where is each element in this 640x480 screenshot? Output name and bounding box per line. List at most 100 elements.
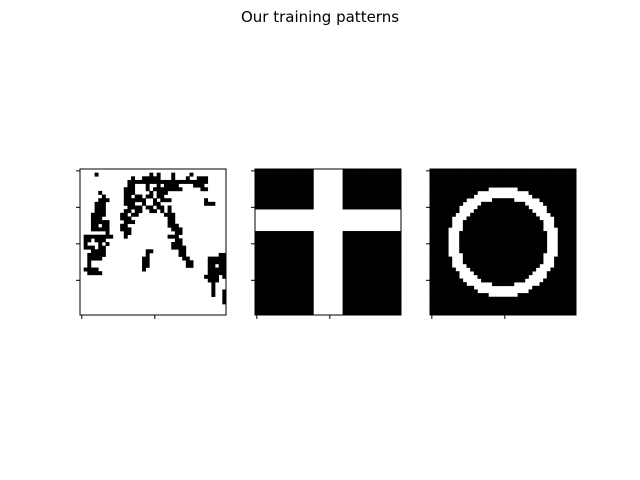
heatmap-cell: [94, 212, 99, 217]
heatmap-cell: [306, 296, 311, 301]
heatmap-cell: [360, 296, 365, 301]
heatmap-cell: [568, 187, 573, 192]
heatmap-cell: [298, 293, 303, 298]
heatmap-cell: [535, 169, 540, 173]
heatmap-cell: [375, 249, 380, 254]
heatmap-cell: [510, 205, 515, 210]
heatmap-cell: [255, 187, 259, 192]
heatmap-cell: [451, 300, 456, 305]
heatmap-cell: [167, 212, 172, 217]
heatmap-cell: [196, 176, 201, 181]
heatmap-cell: [284, 304, 289, 308]
heatmap-cell: [342, 278, 347, 283]
heatmap-cell: [178, 227, 183, 232]
heatmap-cell: [565, 190, 569, 195]
heatmap-cell: [309, 256, 314, 261]
heatmap-cell: [572, 209, 577, 214]
heatmap-cell: [269, 238, 274, 243]
heatmap-cell: [306, 187, 311, 192]
heatmap-cell: [437, 245, 442, 250]
heatmap-cell: [440, 220, 445, 225]
heatmap-cell: [521, 238, 526, 243]
heatmap-cell: [379, 198, 384, 203]
heatmap-cell: [535, 194, 540, 199]
heatmap-cell: [273, 311, 278, 316]
heatmap-cell: [462, 300, 467, 305]
heatmap-cell: [127, 179, 132, 184]
heatmap-cell: [101, 209, 106, 214]
heatmap-cell: [346, 267, 351, 272]
heatmap-cell: [550, 300, 555, 305]
heatmap-cell: [440, 311, 445, 316]
heatmap-cell: [572, 274, 577, 279]
heatmap-cell: [433, 234, 438, 239]
heatmap-cell: [543, 183, 548, 188]
heatmap-cell: [222, 267, 227, 272]
heatmap-cell: [262, 190, 267, 195]
heatmap-cell: [513, 179, 518, 184]
heatmap-cell: [510, 271, 515, 276]
heatmap-cell: [349, 267, 354, 272]
heatmap-cell: [375, 263, 380, 268]
heatmap-cell: [506, 311, 511, 316]
heatmap-cell: [371, 307, 376, 312]
heatmap-cell: [255, 245, 259, 250]
heatmap-cell: [444, 289, 449, 294]
heatmap-cell: [444, 227, 449, 232]
heatmap-cell: [539, 282, 544, 287]
heatmap-cell: [302, 234, 307, 239]
heatmap-cell: [492, 172, 496, 177]
heatmap-cell: [276, 300, 281, 305]
heatmap-cell: [386, 187, 391, 192]
heatmap-cell: [473, 220, 478, 225]
heatmap-cell: [437, 209, 442, 214]
heatmap-cell: [127, 190, 132, 195]
heatmap-cell: [83, 234, 88, 239]
heatmap-cell: [554, 274, 559, 279]
heatmap-cell: [215, 260, 219, 265]
heatmap-cell: [368, 274, 373, 279]
heatmap-cell: [379, 249, 384, 254]
heatmap-cell: [349, 245, 354, 250]
heatmap-cell: [346, 205, 351, 210]
heatmap-cell: [499, 263, 504, 268]
heatmap-cell: [375, 285, 380, 290]
heatmap-cell: [360, 245, 365, 250]
heatmap-cell: [153, 179, 157, 184]
heatmap-cell: [262, 300, 267, 305]
heatmap-cell: [459, 183, 464, 188]
heatmap-cell: [557, 300, 562, 305]
heatmap-cell: [495, 183, 500, 188]
heatmap-cell: [524, 234, 529, 239]
heatmap-cell: [364, 183, 369, 188]
heatmap-cell: [207, 278, 212, 283]
heatmap-cell: [306, 201, 311, 206]
heatmap-cell: [222, 289, 227, 294]
heatmap-cell: [273, 274, 278, 279]
heatmap-cell: [145, 249, 150, 254]
heatmap-cell: [306, 242, 311, 246]
heatmap-cell: [291, 278, 296, 283]
heatmap-cell: [499, 274, 504, 279]
heatmap-cell: [342, 260, 347, 265]
heatmap-cell: [258, 205, 263, 210]
heatmap-cell: [349, 274, 354, 279]
heatmap-cell: [276, 205, 281, 210]
heatmap-cell: [506, 216, 511, 221]
heatmap-cell: [302, 190, 307, 195]
heatmap-cell: [565, 296, 569, 301]
heatmap-cell: [386, 311, 391, 316]
heatmap-cell: [298, 245, 303, 250]
heatmap-cell: [433, 201, 438, 206]
heatmap-cell: [437, 249, 442, 254]
pattern-panel-cross: [251, 168, 402, 319]
heatmap-cell: [528, 242, 533, 246]
heatmap-cell: [178, 231, 183, 235]
heatmap-cell: [513, 274, 518, 279]
heatmap-cell: [430, 256, 434, 261]
heatmap-cell: [444, 183, 449, 188]
heatmap-cell: [572, 256, 577, 261]
heatmap-cell: [448, 172, 453, 177]
heatmap-cell: [364, 201, 369, 206]
